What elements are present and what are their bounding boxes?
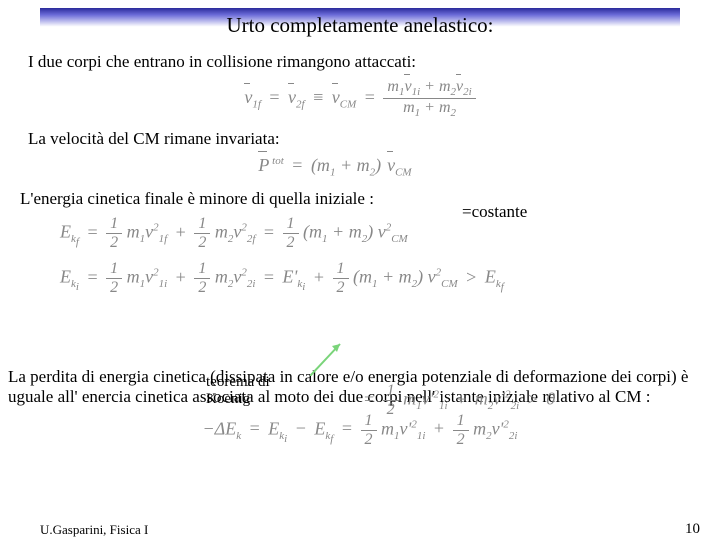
- koenig-line2: Koenig: [206, 391, 250, 407]
- koenig-line1: teorema di: [206, 374, 270, 390]
- title-bar: Urto completamente anelastico:: [40, 8, 680, 42]
- equation-eki: Eki = 12 m1v21i + 12 m2v22i = E'ki + 12 …: [60, 260, 720, 297]
- footer-author: U.Gasparini, Fisica I: [40, 522, 148, 538]
- slide-title: Urto completamente anelastico:: [226, 13, 493, 37]
- equation-vcm: v1f = v2f ≡ vCM = m1v1i + m2v2i m1 + m2: [0, 78, 720, 119]
- equation-ptot: P tot = (m1 + m2)vCM: [0, 155, 720, 179]
- page-number: 10: [685, 521, 700, 538]
- equation-eki-prime: = 12 m1v'21i + m2v'22i > 0: [360, 382, 555, 419]
- paragraph-3: L'energia cinetica finale è minore di qu…: [20, 189, 720, 209]
- paragraph-2: La velocità del CM rimane invariata:: [28, 129, 720, 149]
- paragraph-1: I due corpi che entrano in collisione ri…: [28, 52, 720, 72]
- koenig-label: teorema di Koenig: [206, 374, 270, 407]
- equation-ekf: Ekf = 12 m1v21f + 12 m2v22f = 12 (m1 + m…: [60, 215, 720, 252]
- koenig-arrow-icon: [310, 340, 346, 376]
